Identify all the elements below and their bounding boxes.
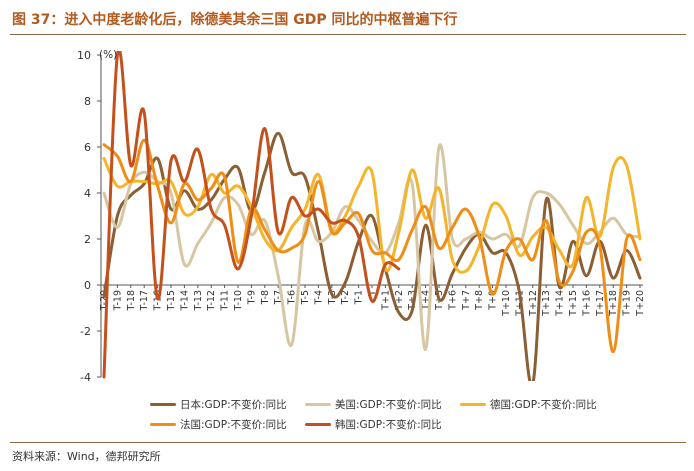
x-tick-label: T+1 <box>380 290 391 311</box>
y-tick-label: -2 <box>80 325 91 338</box>
x-tick-label: T+7 <box>461 290 472 311</box>
figure-title: 图 37：进入中度老龄化后，除德美其余三国 GDP 同比的中枢普遍下行 <box>12 12 458 28</box>
source-note: 资料来源：Wind，德邦研究所 <box>12 450 161 463</box>
x-tick-label: T+19 <box>622 290 633 317</box>
x-tick-label: T+8 <box>474 290 485 311</box>
x-tick-label: T+16 <box>581 290 592 317</box>
legend-swatch <box>150 403 176 406</box>
legend-label: 德国:GDP:不变价:同比 <box>490 399 597 411</box>
legend-label: 法国:GDP:不变价:同比 <box>180 419 287 431</box>
x-tick-label: T-17 <box>139 290 150 311</box>
x-tick-label: T-8 <box>260 290 271 305</box>
x-tick-label: T+6 <box>447 290 458 311</box>
series-line-3 <box>102 138 642 354</box>
y-tick-label: 10 <box>77 49 91 62</box>
x-tick-label: T-16 <box>153 290 164 311</box>
legend-item-4: 韩国:GDP:不变价:同比 <box>305 417 442 432</box>
legend-swatch <box>305 423 331 426</box>
x-tick-label: T-18 <box>126 290 137 311</box>
y-tick-label: 0 <box>84 279 91 292</box>
x-tick-label: T-12 <box>206 290 217 311</box>
x-tick-label: T-13 <box>193 290 204 311</box>
x-tick-label: T-4 <box>313 290 324 305</box>
x-tick-label: T-1 <box>354 290 365 305</box>
y-axis-label: (%) <box>99 49 117 61</box>
series-lines <box>102 51 642 381</box>
y-tick-label: 4 <box>84 187 91 200</box>
legend-item-0: 日本:GDP:不变价:同比 <box>150 397 287 412</box>
legend-swatch <box>150 423 176 426</box>
x-tick-label: T+17 <box>595 290 606 317</box>
x-tick-label: T-3 <box>327 290 338 305</box>
x-tick-label: T+12 <box>528 290 539 317</box>
x-tick-label: T-7 <box>273 290 284 305</box>
x-tick-label: T+10 <box>501 290 512 317</box>
x-tick-label: T-19 <box>112 290 123 311</box>
legend-label: 韩国:GDP:不变价:同比 <box>335 419 442 431</box>
legend-item-1: 美国:GDP:不变价:同比 <box>305 397 442 412</box>
legend-item-3: 法国:GDP:不变价:同比 <box>150 417 287 432</box>
legend-swatch <box>305 403 331 406</box>
y-tick-label: 2 <box>84 233 91 246</box>
series-line-4 <box>102 51 401 379</box>
x-tick-label: T+14 <box>555 290 566 317</box>
x-tick-label: T+18 <box>608 290 619 317</box>
title-divider <box>10 34 686 35</box>
x-tick-label: T+2 <box>394 290 405 311</box>
y-tick-label: 6 <box>84 141 91 154</box>
legend-item-2: 德国:GDP:不变价:同比 <box>460 397 597 412</box>
x-tick-label: T+4 <box>421 290 432 311</box>
x-tick-label: T-6 <box>287 290 298 305</box>
x-tick-label: T-10 <box>233 290 244 311</box>
x-tick-label: T-9 <box>246 290 257 305</box>
legend-label: 美国:GDP:不变价:同比 <box>335 399 442 411</box>
x-tick-label: T-11 <box>220 290 231 311</box>
x-tick-label: T-5 <box>300 290 311 305</box>
footer-divider <box>10 442 686 443</box>
legend-swatch <box>460 403 486 406</box>
x-tick-label: T+15 <box>568 290 579 317</box>
x-tick-label: T-14 <box>179 290 190 311</box>
x-tick-label: T+13 <box>541 290 552 317</box>
legend-label: 日本:GDP:不变价:同比 <box>180 399 287 411</box>
y-tick-label: -4 <box>80 371 91 384</box>
x-tick-label: T-15 <box>166 290 177 311</box>
x-tick-label: T-20 <box>99 290 110 311</box>
x-tick-label: T-2 <box>340 290 351 305</box>
x-tick-label: T+9 <box>488 290 499 311</box>
x-tick-label: T <box>367 290 378 297</box>
x-tick-label: T+20 <box>635 290 646 317</box>
y-tick-label: 8 <box>84 95 91 108</box>
series-line-2 <box>102 156 642 274</box>
